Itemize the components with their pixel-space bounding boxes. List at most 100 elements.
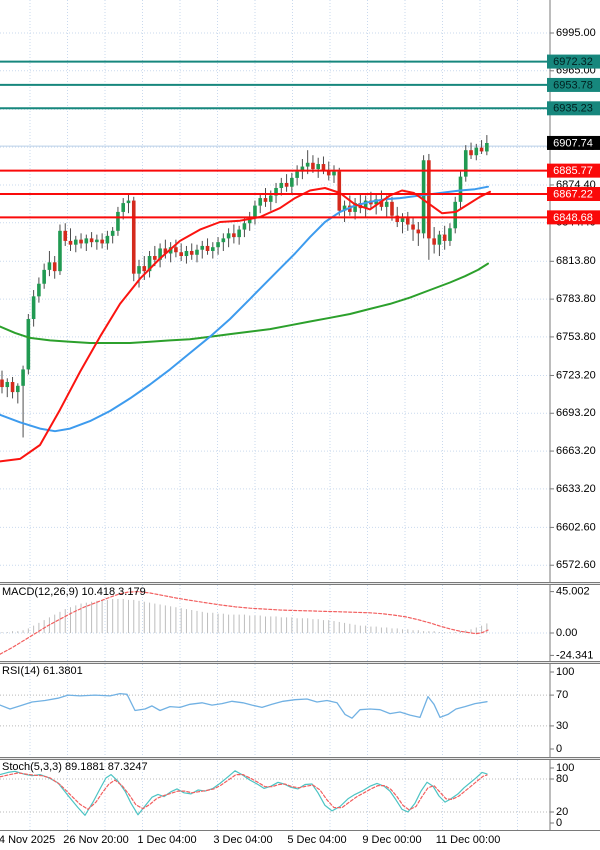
candle-up: [268, 195, 273, 202]
candle-down: [263, 198, 268, 202]
candle-down: [174, 247, 178, 253]
axis-label: 45.002: [556, 586, 590, 598]
axis-label: 100: [556, 762, 574, 774]
candle-up: [437, 234, 442, 245]
time-axis-label: 5 Dec 04:00: [287, 834, 347, 846]
candle-up: [332, 171, 336, 176]
candle-up: [421, 160, 426, 234]
panel-separator-1[interactable]: [0, 582, 600, 585]
axis-label: 0: [556, 817, 562, 829]
candle-up: [147, 256, 152, 272]
candle-down: [442, 234, 447, 241]
time-axis-label: 1 Dec 04:00: [137, 834, 197, 846]
candle-up: [258, 198, 263, 206]
candle-down: [153, 256, 157, 260]
candle-up: [47, 262, 52, 270]
time-axis-label: 3 Dec 04:00: [213, 834, 273, 846]
stochastic-panel[interactable]: 100 80 20 0 Stoch(5,3,3) 89.1881 87.3247: [0, 760, 600, 830]
axis-label: 30: [556, 720, 568, 732]
candle-down: [337, 171, 342, 211]
stoch-k-line: [0, 770, 488, 816]
candle-up: [226, 233, 231, 239]
candle-down: [469, 150, 473, 156]
candle-up: [37, 283, 41, 297]
axis-label: 20: [556, 806, 568, 818]
candle-down: [163, 248, 168, 254]
axis-label: 6633.20: [556, 483, 596, 495]
support-price-badge: [547, 210, 600, 225]
candle-up: [5, 382, 10, 388]
resistance-price-badge: [547, 101, 600, 116]
panel-separator-3[interactable]: [0, 757, 600, 760]
time-axis-label: 9 Dec 00:00: [362, 834, 422, 846]
time-axis-label: 24 Nov 2025: [0, 834, 56, 846]
support-price-badge: [547, 187, 600, 202]
candle-up: [121, 203, 126, 212]
panel-separator-2[interactable]: [0, 661, 600, 664]
candle-up: [342, 205, 347, 211]
candle-up: [485, 142, 489, 152]
candle-up: [73, 239, 78, 245]
candle-up: [184, 250, 189, 257]
candle-up: [300, 166, 305, 172]
resistance-price-badge: [547, 54, 600, 69]
candle-up: [253, 205, 257, 217]
candle-up: [290, 177, 294, 187]
candle-up: [95, 239, 99, 243]
main-price-panel[interactable]: 7025.006995.006965.006934.406904.406874.…: [0, 0, 600, 582]
candle-up: [316, 164, 320, 170]
candle-up: [221, 238, 226, 243]
candle-up: [211, 247, 215, 251]
candle-up: [363, 200, 368, 209]
time-axis-label: 26 Nov 20:00: [63, 834, 129, 846]
candle-down: [100, 239, 104, 244]
candle-up: [400, 218, 405, 222]
support-price-badge-text: 6885.77: [553, 165, 593, 177]
candle-up: [374, 199, 378, 205]
candle-up: [216, 242, 220, 248]
candle-down: [10, 382, 15, 393]
candle-up: [237, 229, 241, 238]
candle-down: [205, 245, 210, 251]
stoch-d-line: [0, 772, 488, 811]
candle-up: [158, 248, 162, 260]
axis-label: 6813.80: [556, 255, 596, 267]
macd-signal-line: [0, 590, 489, 655]
rsi-line: [0, 692, 488, 719]
candle-up: [279, 182, 284, 188]
candle-up: [110, 230, 115, 236]
candle-down: [131, 200, 136, 274]
candle-up: [458, 176, 463, 202]
axis-label: 6723.20: [556, 369, 596, 381]
axis-label: 6572.60: [556, 559, 596, 571]
candle-up: [26, 319, 31, 370]
candle-up: [126, 200, 131, 204]
candle-up: [116, 211, 120, 231]
candle-up: [84, 238, 89, 244]
candle-down: [432, 238, 436, 245]
candle-up: [384, 201, 389, 207]
macd-indicator-label: MACD(12,26,9) 10.418 3.179: [2, 586, 146, 598]
candle-up: [137, 266, 141, 274]
candle-down: [68, 240, 73, 245]
candle-up: [295, 171, 299, 178]
axis-label: 6995.00: [556, 27, 596, 39]
candle-down: [427, 160, 431, 239]
axis-label: 6602.60: [556, 521, 596, 533]
slow-ma-line: [0, 262, 489, 344]
candle-down: [189, 250, 194, 255]
time-axis[interactable]: 24 Nov 2025 26 Nov 20:00 1 Dec 04:00 3 Dec …: [0, 830, 600, 850]
rsi-panel[interactable]: 100 70 30 0 RSI(14) 61.3801: [0, 664, 600, 757]
candle-down: [411, 224, 415, 230]
candle-down: [405, 218, 410, 225]
candle-up: [247, 216, 252, 224]
candle-up: [474, 147, 479, 156]
support-price-badge-text: 6867.22: [553, 188, 593, 200]
resistance-price-badge-text: 6953.78: [553, 79, 593, 91]
axis-label: 0.00: [556, 627, 577, 639]
candle-up: [448, 228, 452, 241]
candle-down: [390, 201, 394, 216]
macd-panel[interactable]: 45.002 0.00 -24.341 MACD(12,26,9) 10.418 3…: [0, 585, 600, 661]
candle-up: [21, 369, 25, 386]
